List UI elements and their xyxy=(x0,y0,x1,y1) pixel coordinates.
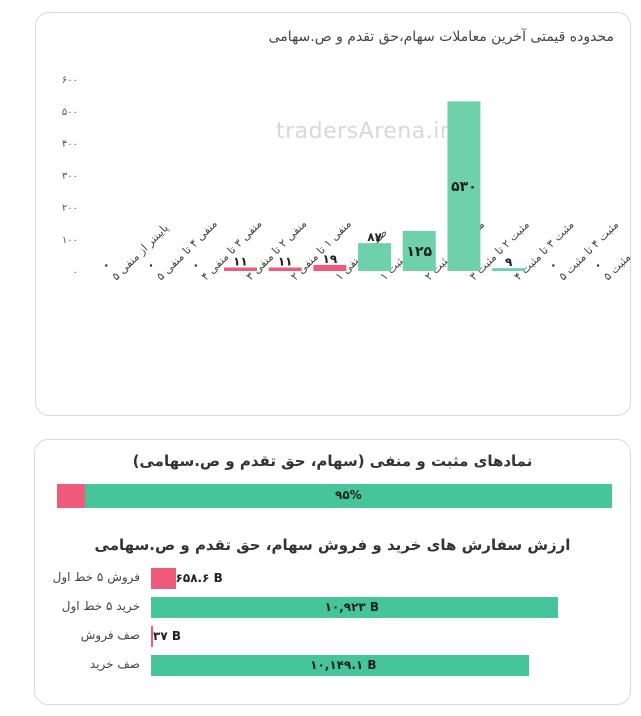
row-label: صف خرید xyxy=(89,657,140,671)
positive-percent-label: ۹۵% xyxy=(335,488,362,502)
y-tick-label: ۴۰۰ xyxy=(62,139,78,150)
pos-neg-title: نمادهای مثبت و منفی (سهام، حق تقدم و ص.س… xyxy=(132,452,533,470)
chart-title: محدوده قیمتی آخرین معاملات سهام،حق تقدم … xyxy=(268,29,614,45)
data-label: ۰ xyxy=(103,258,110,272)
y-tick-label: ۳۰۰ xyxy=(62,171,78,182)
bar xyxy=(151,626,153,647)
order-value-card: نمادهای مثبت و منفی (سهام، حق تقدم و ص.س… xyxy=(34,439,631,705)
order-row: خرید ۵ خط اول ۱۰,۹۲۳ B xyxy=(35,597,630,619)
price-range-card: محدوده قیمتی آخرین معاملات سهام،حق تقدم … xyxy=(35,12,631,416)
order-row: صف فروش ۳۷ B xyxy=(35,626,630,648)
bar xyxy=(492,268,526,271)
data-label: ۱۰,۱۴۹.۱ B xyxy=(310,658,377,672)
data-label: ۱۱ xyxy=(278,254,293,268)
positive-segment: ۹۵% xyxy=(84,484,612,508)
data-label: ۵۳۰ xyxy=(451,179,477,195)
data-label: ۹ xyxy=(505,255,513,269)
y-tick-label: ۱۰۰ xyxy=(62,235,78,246)
bar xyxy=(402,231,436,271)
watermark: tradersArena.ir xyxy=(276,119,450,144)
data-label: ۱۲۵ xyxy=(406,244,432,260)
data-label: ۰ xyxy=(594,258,601,272)
bar xyxy=(151,568,176,589)
data-label: ۱۹ xyxy=(323,252,338,266)
bar xyxy=(223,267,257,271)
bar xyxy=(151,597,559,618)
data-label: ۶۵۸.۶ B xyxy=(175,571,223,585)
order-value-title: ارزش سفارش های خرید و فروش سهام، حق تقدم… xyxy=(94,536,571,554)
data-label: ۸۷ xyxy=(367,230,382,244)
order-row: صف خرید ۱۰,۱۴۹.۱ B xyxy=(35,655,630,677)
bar xyxy=(151,655,530,676)
bar xyxy=(358,243,392,271)
row-label: فروش ۵ خط اول xyxy=(52,570,140,584)
data-label: ۰ xyxy=(550,258,557,272)
bar xyxy=(447,101,481,272)
data-label: ۳۷ B xyxy=(153,629,181,643)
row-label: صف فروش xyxy=(80,628,140,642)
data-label: ۱۱ xyxy=(233,254,248,268)
bar xyxy=(313,264,347,271)
y-tick-label: ۵۰۰ xyxy=(62,107,78,118)
y-tick-label: ۶۰۰ xyxy=(62,75,78,86)
data-label: ۱۰,۹۲۳ B xyxy=(324,600,380,614)
y-tick-label: ۲۰۰ xyxy=(62,203,78,214)
row-label: خرید ۵ خط اول xyxy=(61,599,140,613)
data-label: ۰ xyxy=(192,258,199,272)
bar xyxy=(268,267,302,271)
order-row: فروش ۵ خط اول ۶۵۸.۶ B xyxy=(35,568,630,590)
y-tick-label: ۰ xyxy=(73,267,78,278)
negative-segment xyxy=(57,484,85,508)
data-label: ۰ xyxy=(147,258,154,272)
pos-neg-stacked-bar: ۹۵% xyxy=(57,484,612,508)
